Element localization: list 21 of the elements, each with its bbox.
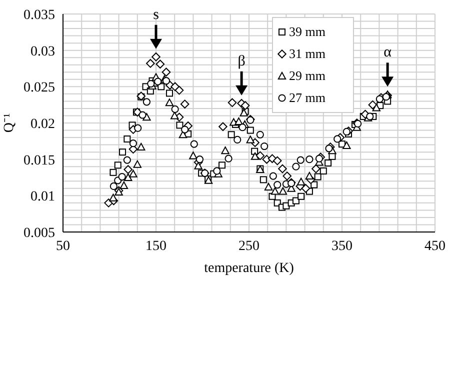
x-tick-label: 250 [238,238,260,254]
legend-label: 29 mm [289,68,326,84]
x-axis-title: temperature (K) [204,261,294,276]
x-tick-label: 450 [424,238,446,254]
y-tick-label: 0.025 [24,80,55,96]
y-tick-label: 0.01 [30,190,55,205]
annotation: s [153,6,160,23]
x-tick-label: 50 [56,238,70,254]
annotation: β [238,53,246,70]
y-tick-label: 0.035 [24,8,55,23]
y-axis-title: Q⁻¹ [2,113,17,133]
legend-label: 39 mm [289,24,326,40]
y-tick-label: 0.005 [24,226,55,241]
legend-label: 31 mm [289,46,326,62]
annotation: α [384,44,392,61]
y-tick-label: 0.02 [30,116,55,132]
y-tick-label: 0.015 [24,153,55,168]
y-tick-label: 0.03 [30,44,55,60]
legend-label: 27 mm [289,90,326,106]
x-tick-label: 150 [146,238,166,254]
x-tick-label: 350 [332,238,352,254]
